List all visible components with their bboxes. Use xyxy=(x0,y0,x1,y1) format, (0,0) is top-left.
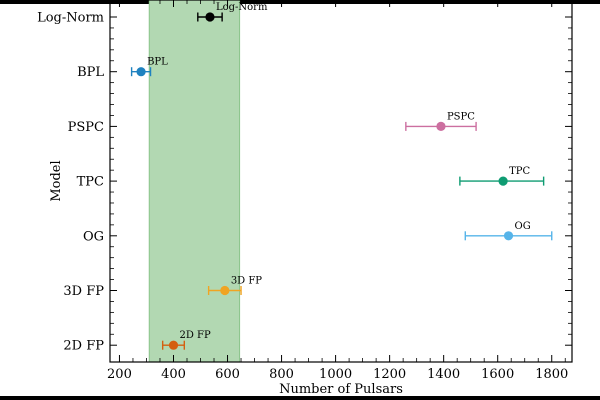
x-tick-label: 1000 xyxy=(319,367,352,382)
data-point-2d-fp: 2D FP xyxy=(161,330,211,350)
point-marker xyxy=(168,340,179,350)
shaded-band-layer xyxy=(148,0,241,363)
plot-frame xyxy=(109,0,573,363)
x-axis-title: Number of Pulsars xyxy=(279,382,403,397)
point-marker xyxy=(205,12,215,22)
point-marker xyxy=(498,176,508,186)
x-tick-label: 1400 xyxy=(427,367,460,382)
x-tick-labels: 200 400 600 800 1000 1200 1400 1600 1800 xyxy=(107,367,568,382)
point-marker xyxy=(436,121,446,131)
top-bar xyxy=(0,0,600,4)
point-marker xyxy=(503,231,514,241)
y-tick-label: Log-Norm xyxy=(37,11,104,26)
point-label: 3D FP xyxy=(231,276,262,287)
tick-layer xyxy=(110,0,572,362)
point-label: OG xyxy=(515,221,531,232)
data-point-bpl: BPL xyxy=(130,57,168,77)
point-marker xyxy=(136,67,146,77)
points-layer: Log-Norm BPL PSPC TPC OG 3D FP 2D FP xyxy=(130,2,553,350)
shaded-band xyxy=(148,0,241,363)
data-point-3d-fp: 3D FP xyxy=(207,276,262,296)
x-tick-label: 1200 xyxy=(373,367,406,382)
data-point-og: OG xyxy=(464,221,553,241)
x-tick-label: 1600 xyxy=(481,367,514,382)
point-label: PSPC xyxy=(447,111,475,122)
x-tick-label: 1800 xyxy=(535,367,568,382)
x-tick-label: 800 xyxy=(269,367,294,382)
y-tick-labels: Log-Norm BPL PSPC TPC OG 3D FP 2D FP xyxy=(37,11,104,354)
y-tick-label: BPL xyxy=(77,65,104,80)
point-label: Log-Norm xyxy=(216,2,268,13)
data-point-pspc: PSPC xyxy=(405,111,477,131)
bottom-bar xyxy=(0,396,600,400)
x-tick-label: 200 xyxy=(107,367,132,382)
point-marker xyxy=(220,285,230,296)
point-label: BPL xyxy=(147,57,168,68)
y-tick-label: 2D FP xyxy=(63,339,104,354)
y-tick-label: TPC xyxy=(77,175,104,190)
point-label: TPC xyxy=(509,166,530,177)
y-tick-label: PSPC xyxy=(68,120,104,135)
x-tick-label: 600 xyxy=(215,367,240,382)
point-label: 2D FP xyxy=(179,330,210,341)
data-point-tpc: TPC xyxy=(459,166,545,186)
y-tick-label: 3D FP xyxy=(63,284,104,299)
y-tick-label: OG xyxy=(83,229,104,244)
y-axis-title: Model xyxy=(49,160,64,201)
x-tick-label: 400 xyxy=(161,367,186,382)
data-point-log-norm: Log-Norm xyxy=(197,2,268,22)
